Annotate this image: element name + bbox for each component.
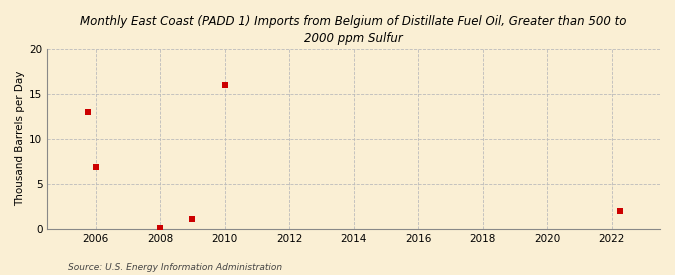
Point	[219, 83, 230, 87]
Point	[90, 164, 101, 169]
Point	[614, 208, 625, 213]
Y-axis label: Thousand Barrels per Day: Thousand Barrels per Day	[15, 71, 25, 207]
Text: Source: U.S. Energy Information Administration: Source: U.S. Energy Information Administ…	[68, 263, 281, 272]
Point	[187, 216, 198, 221]
Title: Monthly East Coast (PADD 1) Imports from Belgium of Distillate Fuel Oil, Greater: Monthly East Coast (PADD 1) Imports from…	[80, 15, 627, 45]
Point	[155, 226, 165, 230]
Point	[82, 110, 93, 114]
